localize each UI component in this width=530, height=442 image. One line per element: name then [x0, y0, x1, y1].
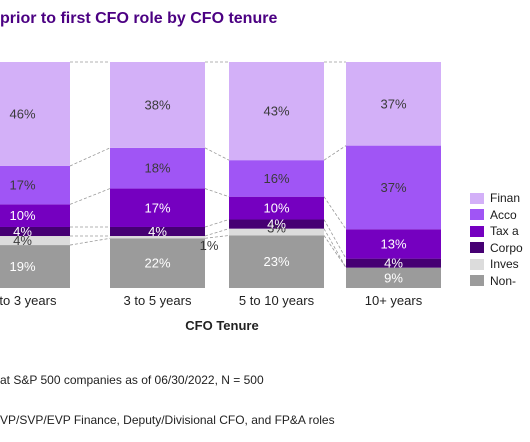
chart-title: prior to first CFO role by CFO tenure: [0, 10, 278, 27]
legend-item: Inves: [470, 256, 523, 273]
data-label: 4%: [267, 217, 286, 232]
data-label: 4%: [13, 224, 32, 239]
data-label: 9%: [384, 270, 403, 285]
data-label: 46%: [9, 106, 35, 121]
legend-label: Inves: [490, 257, 519, 272]
bar-segment: [229, 228, 324, 236]
data-label: 4%: [148, 224, 167, 239]
legend-swatch: [470, 192, 484, 204]
bar-segment: [0, 236, 70, 246]
legend-label: Acco: [490, 207, 517, 222]
data-label: 22%: [144, 256, 170, 271]
x-tick-label: 0 to 3 years: [0, 293, 57, 308]
data-label: 3%: [267, 221, 286, 236]
data-label: 4%: [384, 256, 403, 271]
bar-segment: [0, 226, 70, 237]
connector-line: [323, 228, 347, 268]
connector-lines: [69, 61, 347, 268]
x-tick-label: 10+ years: [365, 293, 423, 308]
connector-line: [69, 237, 111, 246]
connector-line: [323, 145, 347, 161]
legend-item: Tax a: [470, 223, 523, 240]
legend-swatch: [470, 275, 484, 287]
data-label: 1%: [200, 238, 219, 253]
data-label: 17%: [9, 178, 35, 193]
bar-segment: [110, 238, 205, 288]
footnote-source: at S&P 500 companies as of 06/30/2022, N…: [0, 373, 264, 387]
bar-segment: [229, 219, 324, 229]
bar-segment: [0, 62, 70, 166]
data-label: 19%: [9, 259, 35, 274]
legend-swatch: [470, 258, 484, 270]
connector-line: [69, 147, 111, 167]
bar-segment: [0, 204, 70, 227]
legend-label: Non-: [490, 273, 517, 288]
data-label: 37%: [380, 96, 406, 111]
data-label: 23%: [263, 254, 289, 269]
footnote-definition: VP/SVP/EVP Finance, Deputy/Divisional CF…: [0, 413, 335, 427]
stacked-bar-chart: 19%4%4%10%17%46%0 to 3 years22%1%4%17%18…: [0, 61, 441, 308]
data-label: 38%: [144, 97, 170, 112]
bar-segment: [346, 267, 441, 288]
data-label: 18%: [144, 161, 170, 176]
data-label: 4%: [13, 233, 32, 248]
bar-segment: [346, 229, 441, 259]
data-label: 17%: [144, 200, 170, 215]
data-label: 13%: [380, 236, 406, 251]
connector-line: [204, 219, 230, 228]
connector-line: [204, 235, 230, 239]
data-label: 10%: [9, 208, 35, 223]
bar-segment: [229, 196, 324, 220]
bar-segment: [110, 62, 205, 148]
legend-item: Corpo: [470, 240, 523, 257]
bar-segment: [110, 236, 205, 239]
connector-line: [323, 219, 347, 259]
legend-item: Non-: [470, 273, 523, 290]
x-tick-label: 5 to 10 years: [239, 293, 315, 308]
legend-swatch: [470, 225, 484, 237]
legend-label: Finan: [490, 191, 521, 206]
data-label: 43%: [263, 104, 289, 119]
bar-segment: [229, 235, 324, 288]
bar-segment: [110, 226, 205, 237]
legend-item: Finan: [470, 190, 523, 207]
connector-line: [69, 188, 111, 205]
legend-swatch: [470, 209, 484, 221]
connector-line: [204, 228, 230, 237]
bar-segment: [110, 188, 205, 227]
bar-segment: [346, 258, 441, 268]
connector-line: [323, 235, 347, 268]
legend-swatch: [470, 242, 484, 254]
legend: Finan Acco Tax a Corpo Inves Non-: [470, 190, 523, 289]
legend-item: Acco: [470, 207, 523, 224]
legend-label: Corpo: [490, 240, 523, 255]
bar-segment: [346, 62, 441, 146]
x-axis-title: CFO Tenure: [185, 318, 259, 333]
x-tick-label: 3 to 5 years: [124, 293, 192, 308]
data-label: 10%: [263, 201, 289, 216]
legend-label: Tax a: [490, 224, 519, 239]
data-label: 37%: [380, 180, 406, 195]
bar-segment: [0, 245, 70, 288]
connector-line: [323, 196, 347, 230]
bar-segment: [229, 62, 324, 161]
bar-segment: [0, 165, 70, 205]
bar-segment: [346, 145, 441, 230]
bar-segment: [229, 160, 324, 197]
connector-line: [204, 188, 230, 198]
data-label: 16%: [263, 171, 289, 186]
connector-line: [204, 147, 230, 161]
bar-segment: [110, 147, 205, 189]
